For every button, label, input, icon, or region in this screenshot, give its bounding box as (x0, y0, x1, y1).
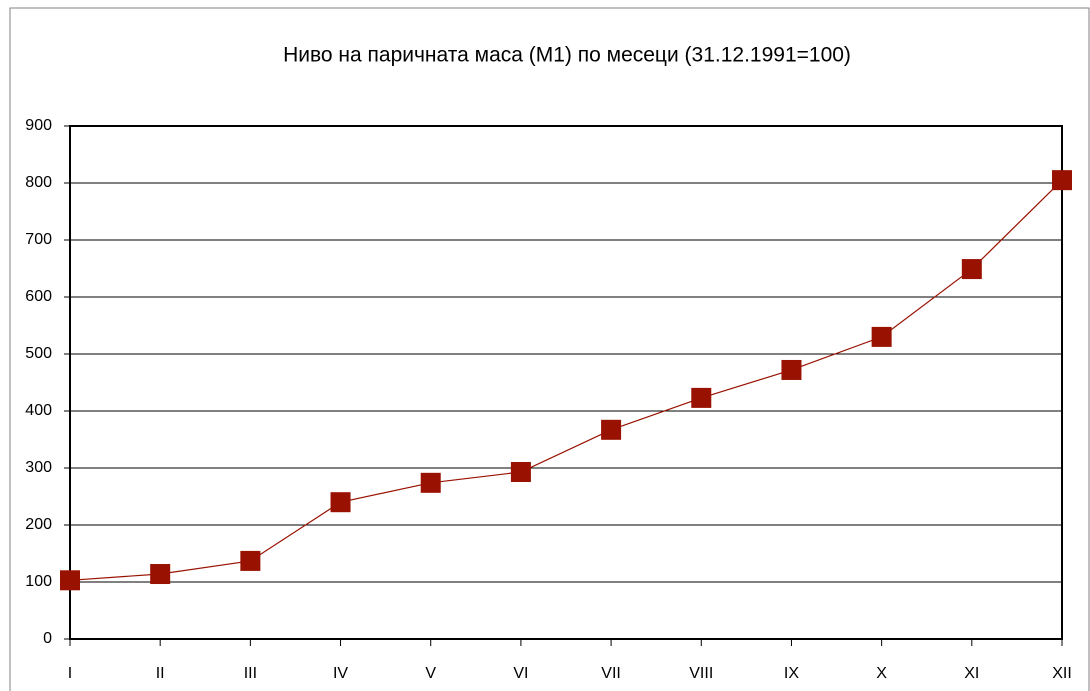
x-tick-label: XI (964, 665, 979, 682)
y-tick-label: 800 (25, 174, 52, 191)
x-tick-label: VIII (689, 665, 713, 682)
y-tick-label: 500 (25, 345, 52, 362)
x-tick-label: III (244, 665, 257, 682)
marker (150, 564, 171, 585)
marker (60, 570, 80, 591)
marker (510, 461, 531, 482)
marker (420, 472, 441, 493)
x-tick-label: V (425, 665, 436, 682)
y-tick-label: 400 (25, 402, 52, 419)
y-tick-label: 900 (25, 117, 52, 134)
y-tick-label: 200 (25, 516, 52, 533)
marker (1052, 170, 1072, 191)
y-tick-label: 700 (25, 231, 52, 248)
x-tick-label: X (876, 665, 887, 682)
chart-title: Ниво на паричната маса (М1) по месеци (3… (283, 44, 851, 67)
marker (781, 359, 802, 380)
marker (240, 550, 261, 571)
x-tick-label: VI (513, 665, 528, 682)
plot-border (69, 125, 1063, 640)
marker (601, 419, 622, 440)
y-tick-label: 0 (43, 630, 52, 647)
y-tick-label: 100 (25, 573, 52, 590)
y-tick-label: 300 (25, 459, 52, 476)
series-line (69, 179, 1063, 581)
x-tick-label: IX (784, 665, 799, 682)
marker (330, 492, 351, 513)
x-tick-label: I (68, 665, 72, 682)
x-tick-label: IV (333, 665, 348, 682)
x-tick-label: VII (601, 665, 621, 682)
marker (691, 387, 712, 408)
y-tick-label: 600 (25, 288, 52, 305)
chart-border (9, 7, 1090, 691)
x-tick-label: II (156, 665, 165, 682)
marker (961, 259, 982, 280)
x-tick-label: XII (1052, 665, 1072, 682)
marker (871, 326, 892, 347)
